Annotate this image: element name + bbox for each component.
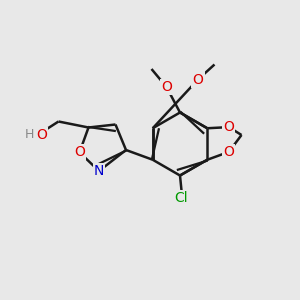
- Text: O: O: [36, 128, 47, 142]
- Text: O: O: [224, 145, 234, 159]
- Text: O: O: [74, 146, 85, 159]
- Text: Cl: Cl: [175, 191, 188, 205]
- Text: N: N: [94, 164, 104, 178]
- Text: O: O: [224, 120, 234, 134]
- Text: H: H: [24, 128, 34, 142]
- Text: O: O: [161, 80, 172, 94]
- Text: O: O: [193, 73, 203, 86]
